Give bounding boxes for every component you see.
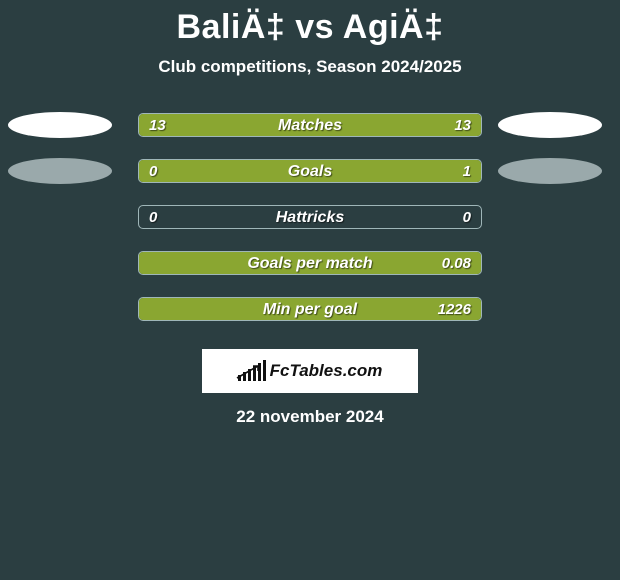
brand-logo-bar (253, 366, 256, 381)
stat-label: Min per goal (139, 298, 481, 321)
stat-row: 00Hattricks (0, 205, 620, 251)
brand-box[interactable]: FcTables.com (202, 349, 418, 393)
stat-label: Hattricks (139, 206, 481, 229)
stat-label: Goals per match (139, 252, 481, 275)
player-avatar-right (498, 112, 602, 138)
stat-bar: 1226Min per goal (138, 297, 482, 321)
stat-bar: 00Hattricks (138, 205, 482, 229)
player-avatar-right (498, 158, 602, 184)
brand-text: FcTables.com (270, 361, 383, 381)
stat-bar: 01Goals (138, 159, 482, 183)
brand-logo-bars-icon (238, 361, 266, 381)
stat-label: Goals (139, 160, 481, 183)
stat-label: Matches (139, 114, 481, 137)
page-title: BaliÄ‡ vs AgiÄ‡ (0, 0, 620, 47)
brand-logo-bar (248, 369, 251, 381)
brand-logo-bar (263, 360, 266, 381)
page-subtitle: Club competitions, Season 2024/2025 (0, 57, 620, 77)
brand-logo-bar (258, 363, 261, 381)
comparison-rows: 1313Matches 01Goals 00Hattricks 0.08Goals p… (0, 113, 620, 343)
stat-row: 1226Min per goal (0, 297, 620, 343)
brand-logo-bar (243, 372, 246, 381)
brand-logo-bar (238, 375, 241, 381)
stat-row: 0.08Goals per match (0, 251, 620, 297)
player-avatar-left (8, 112, 112, 138)
stat-row: 01Goals (0, 159, 620, 205)
player-avatar-left (8, 158, 112, 184)
date-text: 22 november 2024 (0, 407, 620, 427)
stat-bar: 0.08Goals per match (138, 251, 482, 275)
stat-bar: 1313Matches (138, 113, 482, 137)
stat-row: 1313Matches (0, 113, 620, 159)
